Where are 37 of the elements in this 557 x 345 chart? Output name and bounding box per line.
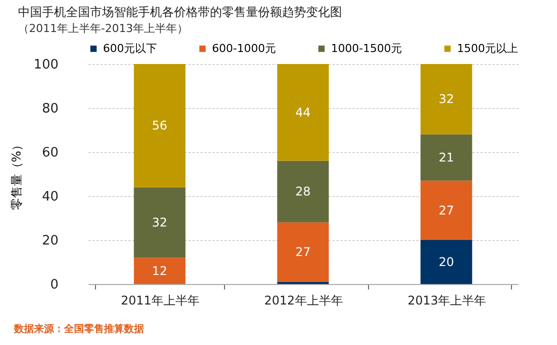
x-tick-label: 2013年上半年 — [408, 294, 486, 308]
data-label: 21 — [438, 150, 454, 164]
data-label: 32 — [438, 92, 454, 106]
y-axis-title: 零售量（%） — [10, 138, 24, 210]
y-tick-label: 60 — [42, 146, 58, 160]
legend-label: 1000-1500元 — [331, 42, 402, 55]
data-label: 44 — [295, 105, 311, 120]
y-tick-label: 40 — [42, 190, 58, 204]
chart-title: 中国手机全国市场智能手机各价格带的零售量份额趋势变化图 — [18, 5, 342, 19]
data-label: 32 — [152, 215, 168, 230]
chart-subtitle: （2011年上半年-2013年上半年） — [18, 22, 188, 35]
data-label: 12 — [152, 264, 168, 278]
y-tick-label: 20 — [42, 234, 58, 248]
x-tick-label: 2011年上半年 — [120, 294, 200, 308]
bar — [420, 180, 472, 240]
data-label: 28 — [295, 184, 311, 199]
y-tick-label: 100 — [34, 58, 58, 72]
source-note: 数据来源：全国零售推算数据 — [14, 322, 144, 336]
y-tick-label: 0 — [50, 278, 58, 292]
data-label: 27 — [295, 245, 311, 260]
bar — [277, 222, 329, 282]
bar — [277, 64, 329, 161]
bar — [420, 134, 472, 181]
data-label: 20 — [438, 255, 454, 269]
bar — [420, 64, 472, 134]
bar — [134, 64, 186, 188]
bar — [134, 187, 186, 258]
legend-label: 1500元以上 — [457, 42, 518, 55]
data-label: 56 — [152, 118, 168, 133]
bar — [277, 160, 329, 222]
y-tick-label: 80 — [42, 102, 58, 116]
bar — [134, 258, 186, 284]
data-label: 27 — [438, 203, 454, 218]
legend-label: 600元以下 — [103, 42, 157, 55]
x-tick-label: 2012年上半年 — [264, 294, 343, 308]
legend-label: 600-1000元 — [212, 42, 276, 55]
bar — [420, 240, 472, 284]
